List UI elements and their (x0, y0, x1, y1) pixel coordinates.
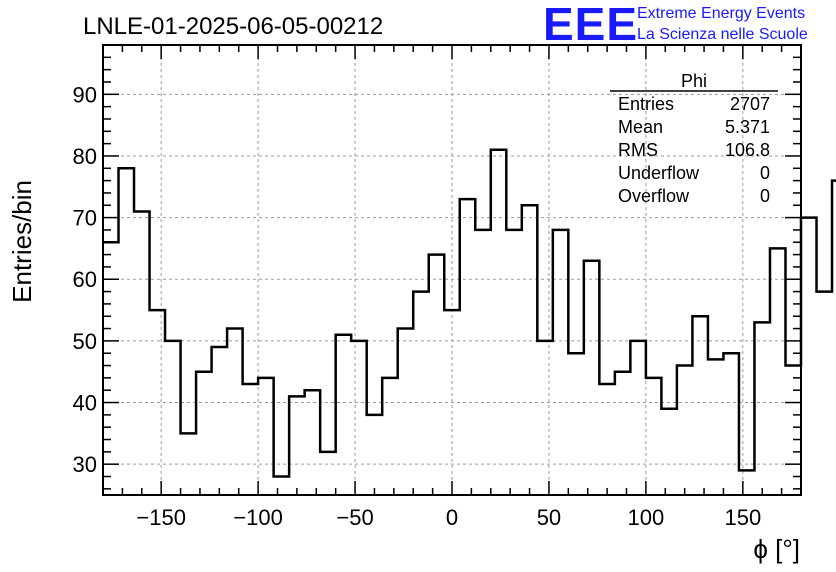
y-tick-label-4: 70 (73, 206, 97, 231)
y-tick-label-0: 30 (73, 452, 97, 477)
eee-logo-line2: La Scienza nelle Scuole (637, 26, 808, 43)
x-axis-title: ϕ [°] (753, 534, 800, 564)
x-tick-label-3: 0 (446, 505, 458, 530)
stats-row-value-3: 0 (760, 163, 770, 183)
y-tick-label-3: 60 (73, 267, 97, 292)
eee-logo-line1: Extreme Energy Events (637, 5, 805, 22)
stats-row-label-4: Overflow (618, 186, 690, 206)
x-tick-label-2: −50 (336, 505, 373, 530)
y-tick-label-6: 90 (73, 82, 97, 107)
y-axis-title: Entries/bin (7, 180, 37, 303)
stats-row-value-2: 106.8 (725, 140, 770, 160)
stats-row-value-0: 2707 (730, 94, 770, 114)
y-tick-label-2: 50 (73, 329, 97, 354)
axis-tick-labels: −150 −100 −50 0 50 100 150 30 40 50 60 70 80 90 (73, 82, 762, 530)
x-tick-label-0: −150 (136, 505, 186, 530)
stats-row-value-1: 5.371 (725, 117, 770, 137)
stats-row-label-2: RMS (618, 140, 658, 160)
x-tick-label-1: −100 (233, 505, 283, 530)
eee-logo-mark: EEE (543, 0, 638, 50)
x-tick-label-5: 100 (628, 505, 665, 530)
x-tick-label-4: 50 (537, 505, 561, 530)
y-tick-label-1: 40 (73, 391, 97, 416)
stats-row-label-0: Entries (618, 94, 674, 114)
grid (103, 45, 801, 495)
stats-box-title: Phi (681, 71, 707, 91)
chart-title: LNLE-01-2025-06-05-00212 (83, 13, 383, 40)
eee-logo: EEE Extreme Energy Events La Scienza nel… (543, 0, 808, 50)
histogram-series (103, 148, 836, 478)
stats-row-value-4: 0 (760, 186, 770, 206)
y-tick-label-5: 80 (73, 144, 97, 169)
stats-box: Phi Entries 2707 Mean 5.371 RMS 106.8 Underflo… (610, 71, 778, 206)
axis-ticks (102, 44, 802, 495)
stats-row-label-1: Mean (618, 117, 663, 137)
x-tick-label-6: 150 (724, 505, 761, 530)
stats-row-label-3: Underflow (618, 163, 700, 183)
